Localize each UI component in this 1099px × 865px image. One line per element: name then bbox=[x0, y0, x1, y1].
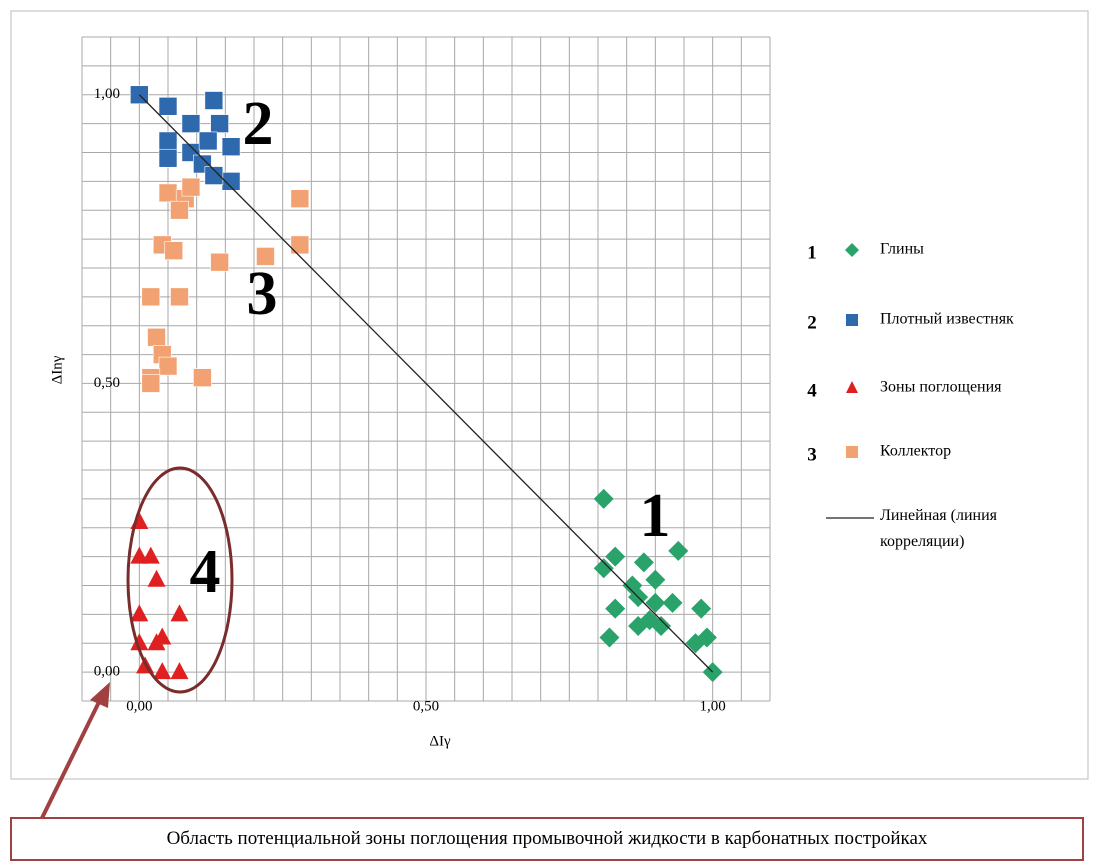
legend-line-label: Линейная (линия корреляции) bbox=[880, 507, 998, 550]
point bbox=[198, 131, 218, 151]
point bbox=[164, 241, 184, 260]
y-tick-label: 1,00 bbox=[94, 86, 120, 102]
point bbox=[141, 287, 161, 307]
point bbox=[685, 633, 706, 654]
point bbox=[147, 633, 166, 651]
x-tick-label: 0,50 bbox=[413, 698, 439, 714]
legend-number: 4 bbox=[807, 380, 817, 401]
point bbox=[221, 137, 241, 157]
point bbox=[147, 569, 166, 587]
point bbox=[651, 615, 672, 636]
x-axis-label: ΔIγ bbox=[429, 733, 451, 749]
point bbox=[158, 148, 178, 168]
plot bbox=[130, 85, 723, 683]
point bbox=[668, 540, 689, 561]
point bbox=[645, 569, 666, 590]
caption: Область потенциальной зоны поглощения пр… bbox=[10, 817, 1084, 861]
point bbox=[170, 287, 189, 307]
x-tick-label: 1,00 bbox=[700, 698, 726, 714]
legend-marker bbox=[845, 243, 859, 257]
point bbox=[290, 189, 310, 208]
legend-label: Коллектор bbox=[880, 443, 951, 460]
point bbox=[204, 91, 224, 110]
trend-line bbox=[138, 94, 714, 673]
annotation: 3 bbox=[247, 260, 278, 328]
point bbox=[210, 252, 229, 272]
point bbox=[181, 114, 201, 133]
point bbox=[170, 662, 189, 680]
point bbox=[599, 627, 620, 648]
point bbox=[130, 546, 149, 564]
point bbox=[158, 131, 178, 151]
point bbox=[193, 368, 212, 387]
legend-label: Плотный известняк bbox=[880, 311, 1014, 328]
point bbox=[141, 546, 160, 564]
point bbox=[605, 546, 626, 567]
point bbox=[141, 374, 161, 393]
legend-label: Глины bbox=[880, 241, 924, 258]
point bbox=[691, 598, 712, 619]
highlight-ellipse bbox=[126, 466, 234, 694]
point bbox=[256, 247, 275, 266]
y-axis-label: ΔInγ bbox=[49, 355, 65, 384]
annotation: 4 bbox=[190, 538, 221, 606]
point bbox=[158, 356, 178, 376]
legend-label: Зоны поглощения bbox=[880, 379, 1002, 396]
point bbox=[605, 598, 626, 619]
point bbox=[181, 177, 201, 197]
point bbox=[662, 592, 683, 613]
legend-number: 3 bbox=[807, 444, 817, 465]
point bbox=[204, 166, 224, 185]
x-tick-label: 0,00 bbox=[126, 698, 152, 714]
point bbox=[210, 114, 229, 133]
point bbox=[130, 633, 149, 651]
chart-border bbox=[10, 10, 1089, 780]
arrow-head bbox=[90, 682, 110, 708]
point bbox=[593, 488, 614, 509]
legend-number: 1 bbox=[807, 242, 817, 263]
point bbox=[158, 183, 178, 203]
point bbox=[170, 604, 189, 622]
point bbox=[645, 592, 666, 613]
point bbox=[130, 604, 149, 622]
point bbox=[147, 327, 166, 347]
point bbox=[170, 200, 189, 220]
arrow bbox=[40, 699, 102, 819]
legend-marker bbox=[846, 314, 858, 326]
annotation: 2 bbox=[243, 90, 274, 158]
legend-marker bbox=[846, 446, 858, 458]
point bbox=[153, 662, 172, 680]
legend-marker bbox=[846, 381, 858, 393]
point bbox=[633, 552, 654, 573]
annotation: 1 bbox=[640, 482, 671, 550]
y-tick-label: 0,00 bbox=[94, 664, 120, 680]
point bbox=[290, 235, 310, 255]
point bbox=[158, 96, 178, 116]
y-tick-label: 0,50 bbox=[94, 375, 120, 391]
point bbox=[593, 558, 614, 579]
legend-number: 2 bbox=[807, 312, 817, 333]
